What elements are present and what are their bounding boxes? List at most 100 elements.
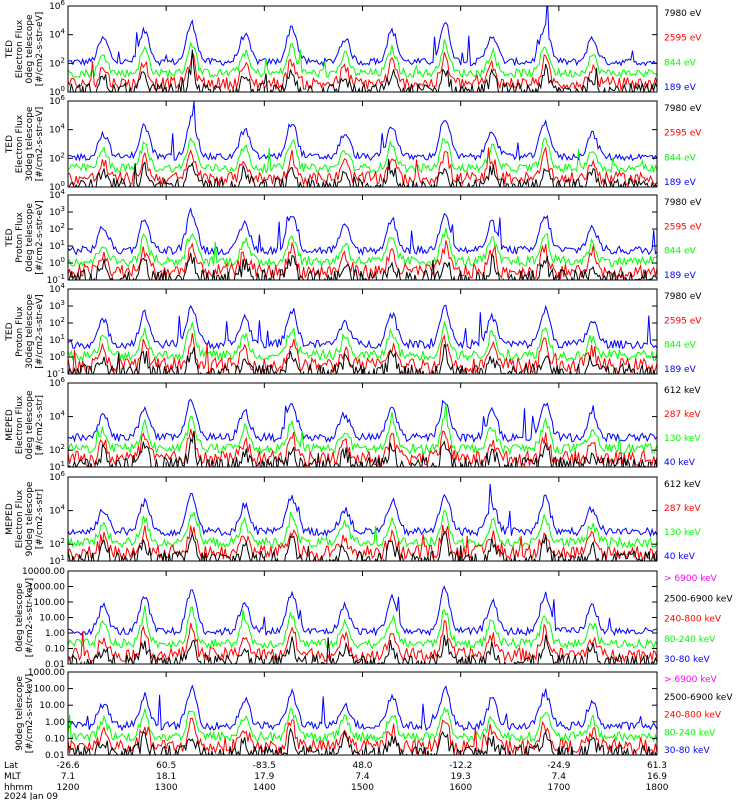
y-tick-label: 104 (49, 282, 65, 295)
bottom-tick-lat: -83.5 (253, 761, 276, 771)
y-tick-label: 100 (49, 85, 65, 98)
series-blue-line (68, 304, 657, 350)
bottom-tick-mlt: 17.9 (254, 772, 274, 782)
bottom-tick-lat: -26.6 (56, 761, 80, 771)
y-tick-exponent: 4 (61, 504, 66, 512)
legend-entry-magenta: > 6900 keV (664, 675, 718, 685)
panel-ylabel: TED (5, 40, 15, 59)
y-tick-exponent: 4 (61, 188, 66, 196)
y-tick-label: 102 (49, 316, 65, 329)
legend-entry-blue: 189 eV (664, 83, 697, 93)
y-tick-label: 10000.00 (22, 567, 65, 577)
y-tick-exponent: 2 (61, 151, 65, 159)
y-tick-label: 102 (49, 151, 65, 164)
y-tick-base: 10 (49, 191, 61, 201)
bottom-tick-hhmm: 1500 (351, 783, 374, 793)
legend-entry-blue: 189 eV (664, 365, 697, 375)
y-tick-label: 104 (49, 188, 65, 201)
legend-entry-green: 130 keV (664, 434, 701, 444)
y-tick-base: 10 (47, 276, 59, 286)
bottom-tick-mlt: 18.1 (156, 772, 176, 782)
bottom-tick-hhmm: 1400 (253, 783, 276, 793)
panel-ylabel: [#/cm2-s-str-keV] (25, 674, 35, 753)
series-blue-line (68, 483, 657, 538)
y-tick-label: 106 (49, 470, 65, 483)
series-black-line (68, 634, 657, 664)
bottom-tick-lat: -12.2 (449, 761, 472, 771)
y-tick-exponent: 0 (61, 85, 65, 93)
y-tick-label: 100.00 (34, 685, 66, 695)
series-green-line (68, 509, 657, 549)
series-blue-line (68, 206, 657, 257)
y-tick-base: 10 (49, 97, 61, 107)
legend-entry-green: 844 eV (664, 247, 697, 257)
legend-entry-green: 844 eV (664, 58, 697, 68)
legend-entry-green: 80-240 keV (664, 728, 716, 738)
y-tick-base: 10 (49, 353, 61, 363)
date-label: 2024 Jan 09 (4, 792, 58, 800)
bottom-tick-mlt: 7.4 (552, 772, 567, 782)
legend-entry-black: 7980 eV (664, 9, 702, 19)
bottom-tick-mlt: 19.3 (451, 772, 471, 782)
y-tick-exponent: 6 (61, 94, 66, 102)
series-magenta-line (68, 758, 657, 760)
y-tick-base: 10 (49, 557, 61, 567)
legend-entry-black: 7980 eV (664, 292, 702, 302)
y-tick-base: 10 (49, 225, 61, 235)
panel-ylabel: TED (5, 322, 15, 341)
panel-ylabel: [#/cm2-s-str-keV] (25, 578, 35, 657)
panel-frame (67, 671, 658, 756)
y-tick-base: 10 (49, 242, 61, 252)
y-tick-label: 102 (49, 56, 65, 69)
y-tick-base: 10 (49, 259, 61, 269)
series-blue-line (68, 684, 657, 732)
y-tick-exponent: 4 (61, 123, 66, 131)
bottom-tick-mlt: 16.9 (647, 772, 667, 782)
bottom-tick-hhmm: 1700 (547, 783, 570, 793)
legend-entry-green: 80-240 keV (664, 635, 716, 645)
y-tick-exponent: 1 (61, 554, 65, 562)
legend-entry-green: 844 eV (664, 153, 697, 163)
y-tick-base: 10 (49, 413, 61, 423)
panel-ylabel: 0deg telescope (15, 583, 25, 653)
y-tick-exponent: 6 (61, 376, 66, 384)
series-green-line (68, 320, 657, 363)
y-tick-base: 10 (49, 2, 61, 12)
series-black-line (68, 531, 657, 561)
y-tick-label: 104 (49, 123, 65, 136)
panel-frame (67, 288, 658, 375)
y-tick-exponent: 2 (61, 222, 65, 230)
y-tick-label: 106 (49, 0, 65, 12)
y-tick-label: 0.10 (45, 734, 65, 744)
y-tick-label: 104 (49, 28, 65, 41)
panel-ylabel: 0deg telescope (25, 203, 35, 273)
y-tick-label: 100 (49, 180, 65, 193)
series-green-line (68, 39, 657, 80)
y-tick-exponent: 3 (61, 205, 65, 213)
legend-entry-black: 2500-6900 keV (664, 693, 733, 703)
bottom-row-label: Lat (4, 761, 19, 771)
bottom-tick-hhmm: 1200 (57, 783, 80, 793)
panel-frame (67, 194, 658, 281)
panel-ylabel: 30deg telescope (25, 294, 35, 369)
bottom-tick-lat: 61.3 (647, 761, 667, 771)
y-tick-base: 10 (49, 31, 61, 41)
y-tick-label: 104 (49, 410, 65, 423)
y-tick-exponent: 4 (61, 28, 66, 36)
series-green-line (68, 403, 657, 456)
y-tick-base: 10 (49, 379, 61, 389)
y-tick-label: 102 (49, 222, 65, 235)
panel-ylabel: 90deg telescope (25, 481, 35, 556)
y-tick-base: 10 (49, 507, 61, 517)
y-tick-label: 102 (49, 443, 65, 456)
legend-entry-blue: 30-80 keV (664, 655, 710, 665)
legend-entry-blue: 30-80 keV (664, 746, 710, 756)
y-tick-base: 10 (47, 370, 59, 380)
y-tick-base: 10 (49, 540, 61, 550)
y-tick-exponent: -1 (58, 273, 65, 281)
panel-ylabel: Proton Flux (15, 212, 25, 263)
y-tick-label: 100.00 (34, 598, 66, 608)
